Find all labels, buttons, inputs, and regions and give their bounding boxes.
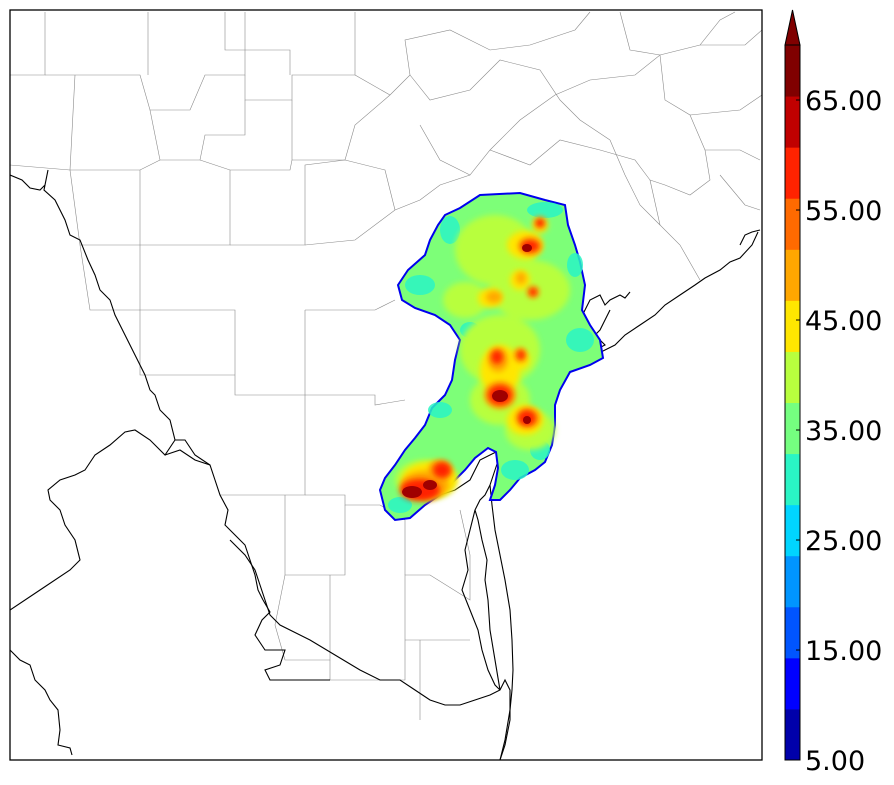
colorbar-segment xyxy=(785,504,800,557)
colorbar-segment xyxy=(785,606,800,659)
colorbar: 5.00 15.00 25.00 35.00 45.00 55.00 65.00 xyxy=(784,9,882,777)
colorbar-segment xyxy=(785,555,800,608)
colorbar-segment xyxy=(785,96,800,148)
colorbar-segment xyxy=(785,657,800,710)
map-frame xyxy=(9,9,763,761)
colorbar-tick-label: 5.00 xyxy=(805,746,865,777)
map-background xyxy=(10,10,762,760)
colorbar-segments xyxy=(784,9,801,761)
colorbar-segment xyxy=(785,249,800,301)
colorbar-extend-arrow xyxy=(784,9,801,46)
rainfall-light-band xyxy=(388,202,594,513)
colorbar-segment xyxy=(785,402,800,455)
colorbar-segment xyxy=(785,147,800,199)
colorbar-ticks: 5.00 15.00 25.00 35.00 45.00 55.00 65.00 xyxy=(796,86,882,777)
rainfall-field xyxy=(378,191,605,522)
map-panel xyxy=(9,9,763,761)
colorbar-segment xyxy=(785,708,800,761)
colorbar-segment xyxy=(785,453,800,506)
colorbar-tick-label: 15.00 xyxy=(805,636,882,667)
rainfall-peak-band xyxy=(402,244,532,498)
colorbar-tick-label: 65.00 xyxy=(805,86,882,117)
colorbar-tick-label: 25.00 xyxy=(805,526,882,557)
colorbar-tick-label: 45.00 xyxy=(805,306,882,337)
colorbar-segment xyxy=(785,198,800,250)
colorbar-segment xyxy=(785,45,800,97)
colorbar-tick-label: 35.00 xyxy=(805,416,882,447)
colorbar-tick-label: 55.00 xyxy=(805,196,882,227)
colorbar-segment xyxy=(785,300,800,352)
county-boundaries xyxy=(10,11,762,720)
colorbar-outline xyxy=(784,44,801,761)
colorbar-segment xyxy=(785,351,800,403)
